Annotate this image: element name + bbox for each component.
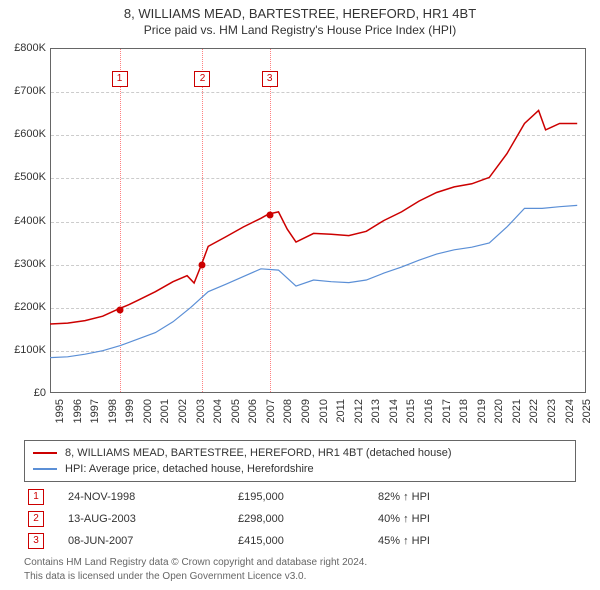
x-tick-label: 2015: [405, 399, 417, 423]
x-tick-label: 1999: [124, 399, 136, 423]
sale-row: 213-AUG-2003£298,00040% ↑ HPI: [24, 508, 576, 530]
chart-area: 123: [50, 48, 586, 393]
y-tick-label: £400K: [4, 215, 46, 227]
x-tick-label: 2004: [212, 399, 224, 423]
legend-row: HPI: Average price, detached house, Here…: [33, 461, 567, 477]
sale-row-num: 1: [28, 489, 44, 505]
x-tick-label: 2007: [265, 399, 277, 423]
sale-row-date: 13-AUG-2003: [44, 513, 238, 525]
x-tick-label: 2001: [159, 399, 171, 423]
sales-table: 124-NOV-1998£195,00082% ↑ HPI213-AUG-200…: [24, 486, 576, 552]
sale-row-pct: 82% ↑ HPI: [378, 491, 538, 503]
x-tick-label: 2011: [335, 399, 347, 423]
y-tick-label: £100K: [4, 344, 46, 356]
y-tick-label: £200K: [4, 301, 46, 313]
series-price_paid: [50, 111, 577, 325]
x-tick-label: 2009: [300, 399, 312, 423]
x-tick-label: 2003: [195, 399, 207, 423]
legend-label: 8, WILLIAMS MEAD, BARTESTREE, HEREFORD, …: [65, 447, 452, 459]
x-tick-label: 2017: [441, 399, 453, 423]
sale-row: 124-NOV-1998£195,00082% ↑ HPI: [24, 486, 576, 508]
sale-row-price: £195,000: [238, 491, 378, 503]
sale-row-pct: 45% ↑ HPI: [378, 535, 538, 547]
footer-line-1: Contains HM Land Registry data © Crown c…: [24, 556, 576, 570]
x-tick-label: 2016: [423, 399, 435, 423]
legend-box: 8, WILLIAMS MEAD, BARTESTREE, HEREFORD, …: [24, 440, 576, 482]
x-tick-label: 2025: [581, 399, 593, 423]
x-tick-label: 2024: [564, 399, 576, 423]
legend-swatch: [33, 452, 57, 454]
sale-row: 308-JUN-2007£415,00045% ↑ HPI: [24, 530, 576, 552]
x-tick-label: 2019: [476, 399, 488, 423]
y-tick-label: £800K: [4, 42, 46, 54]
x-tick-label: 2008: [282, 399, 294, 423]
x-tick-label: 1998: [107, 399, 119, 423]
y-tick-label: £600K: [4, 128, 46, 140]
x-tick-label: 2002: [177, 399, 189, 423]
x-tick-label: 2014: [388, 399, 400, 423]
chart-lines: [50, 48, 586, 393]
x-tick-label: 2013: [370, 399, 382, 423]
x-tick-label: 2010: [318, 399, 330, 423]
sale-row-date: 08-JUN-2007: [44, 535, 238, 547]
x-tick-label: 2005: [230, 399, 242, 423]
sale-row-pct: 40% ↑ HPI: [378, 513, 538, 525]
x-tick-label: 2021: [511, 399, 523, 423]
footer-line-2: This data is licensed under the Open Gov…: [24, 570, 576, 584]
legend-swatch: [33, 468, 57, 470]
x-tick-label: 2023: [546, 399, 558, 423]
footer-attribution: Contains HM Land Registry data © Crown c…: [24, 556, 576, 583]
x-tick-label: 2000: [142, 399, 154, 423]
sale-row-date: 24-NOV-1998: [44, 491, 238, 503]
x-tick-label: 1997: [89, 399, 101, 423]
x-tick-label: 2012: [353, 399, 365, 423]
x-tick-label: 2018: [458, 399, 470, 423]
y-tick-label: £700K: [4, 85, 46, 97]
y-tick-label: £0: [4, 387, 46, 399]
chart-title: 8, WILLIAMS MEAD, BARTESTREE, HEREFORD, …: [0, 0, 600, 21]
legend-row: 8, WILLIAMS MEAD, BARTESTREE, HEREFORD, …: [33, 445, 567, 461]
x-tick-label: 2020: [493, 399, 505, 423]
x-tick-label: 2022: [528, 399, 540, 423]
sale-row-num: 3: [28, 533, 44, 549]
y-tick-label: £300K: [4, 258, 46, 270]
sale-row-price: £415,000: [238, 535, 378, 547]
chart-subtitle: Price paid vs. HM Land Registry's House …: [0, 21, 600, 37]
y-tick-label: £500K: [4, 171, 46, 183]
x-tick-label: 1996: [72, 399, 84, 423]
x-tick-label: 1995: [54, 399, 66, 423]
sale-row-num: 2: [28, 511, 44, 527]
sale-row-price: £298,000: [238, 513, 378, 525]
x-tick-label: 2006: [247, 399, 259, 423]
legend-label: HPI: Average price, detached house, Here…: [65, 463, 314, 475]
series-hpi: [50, 205, 577, 357]
